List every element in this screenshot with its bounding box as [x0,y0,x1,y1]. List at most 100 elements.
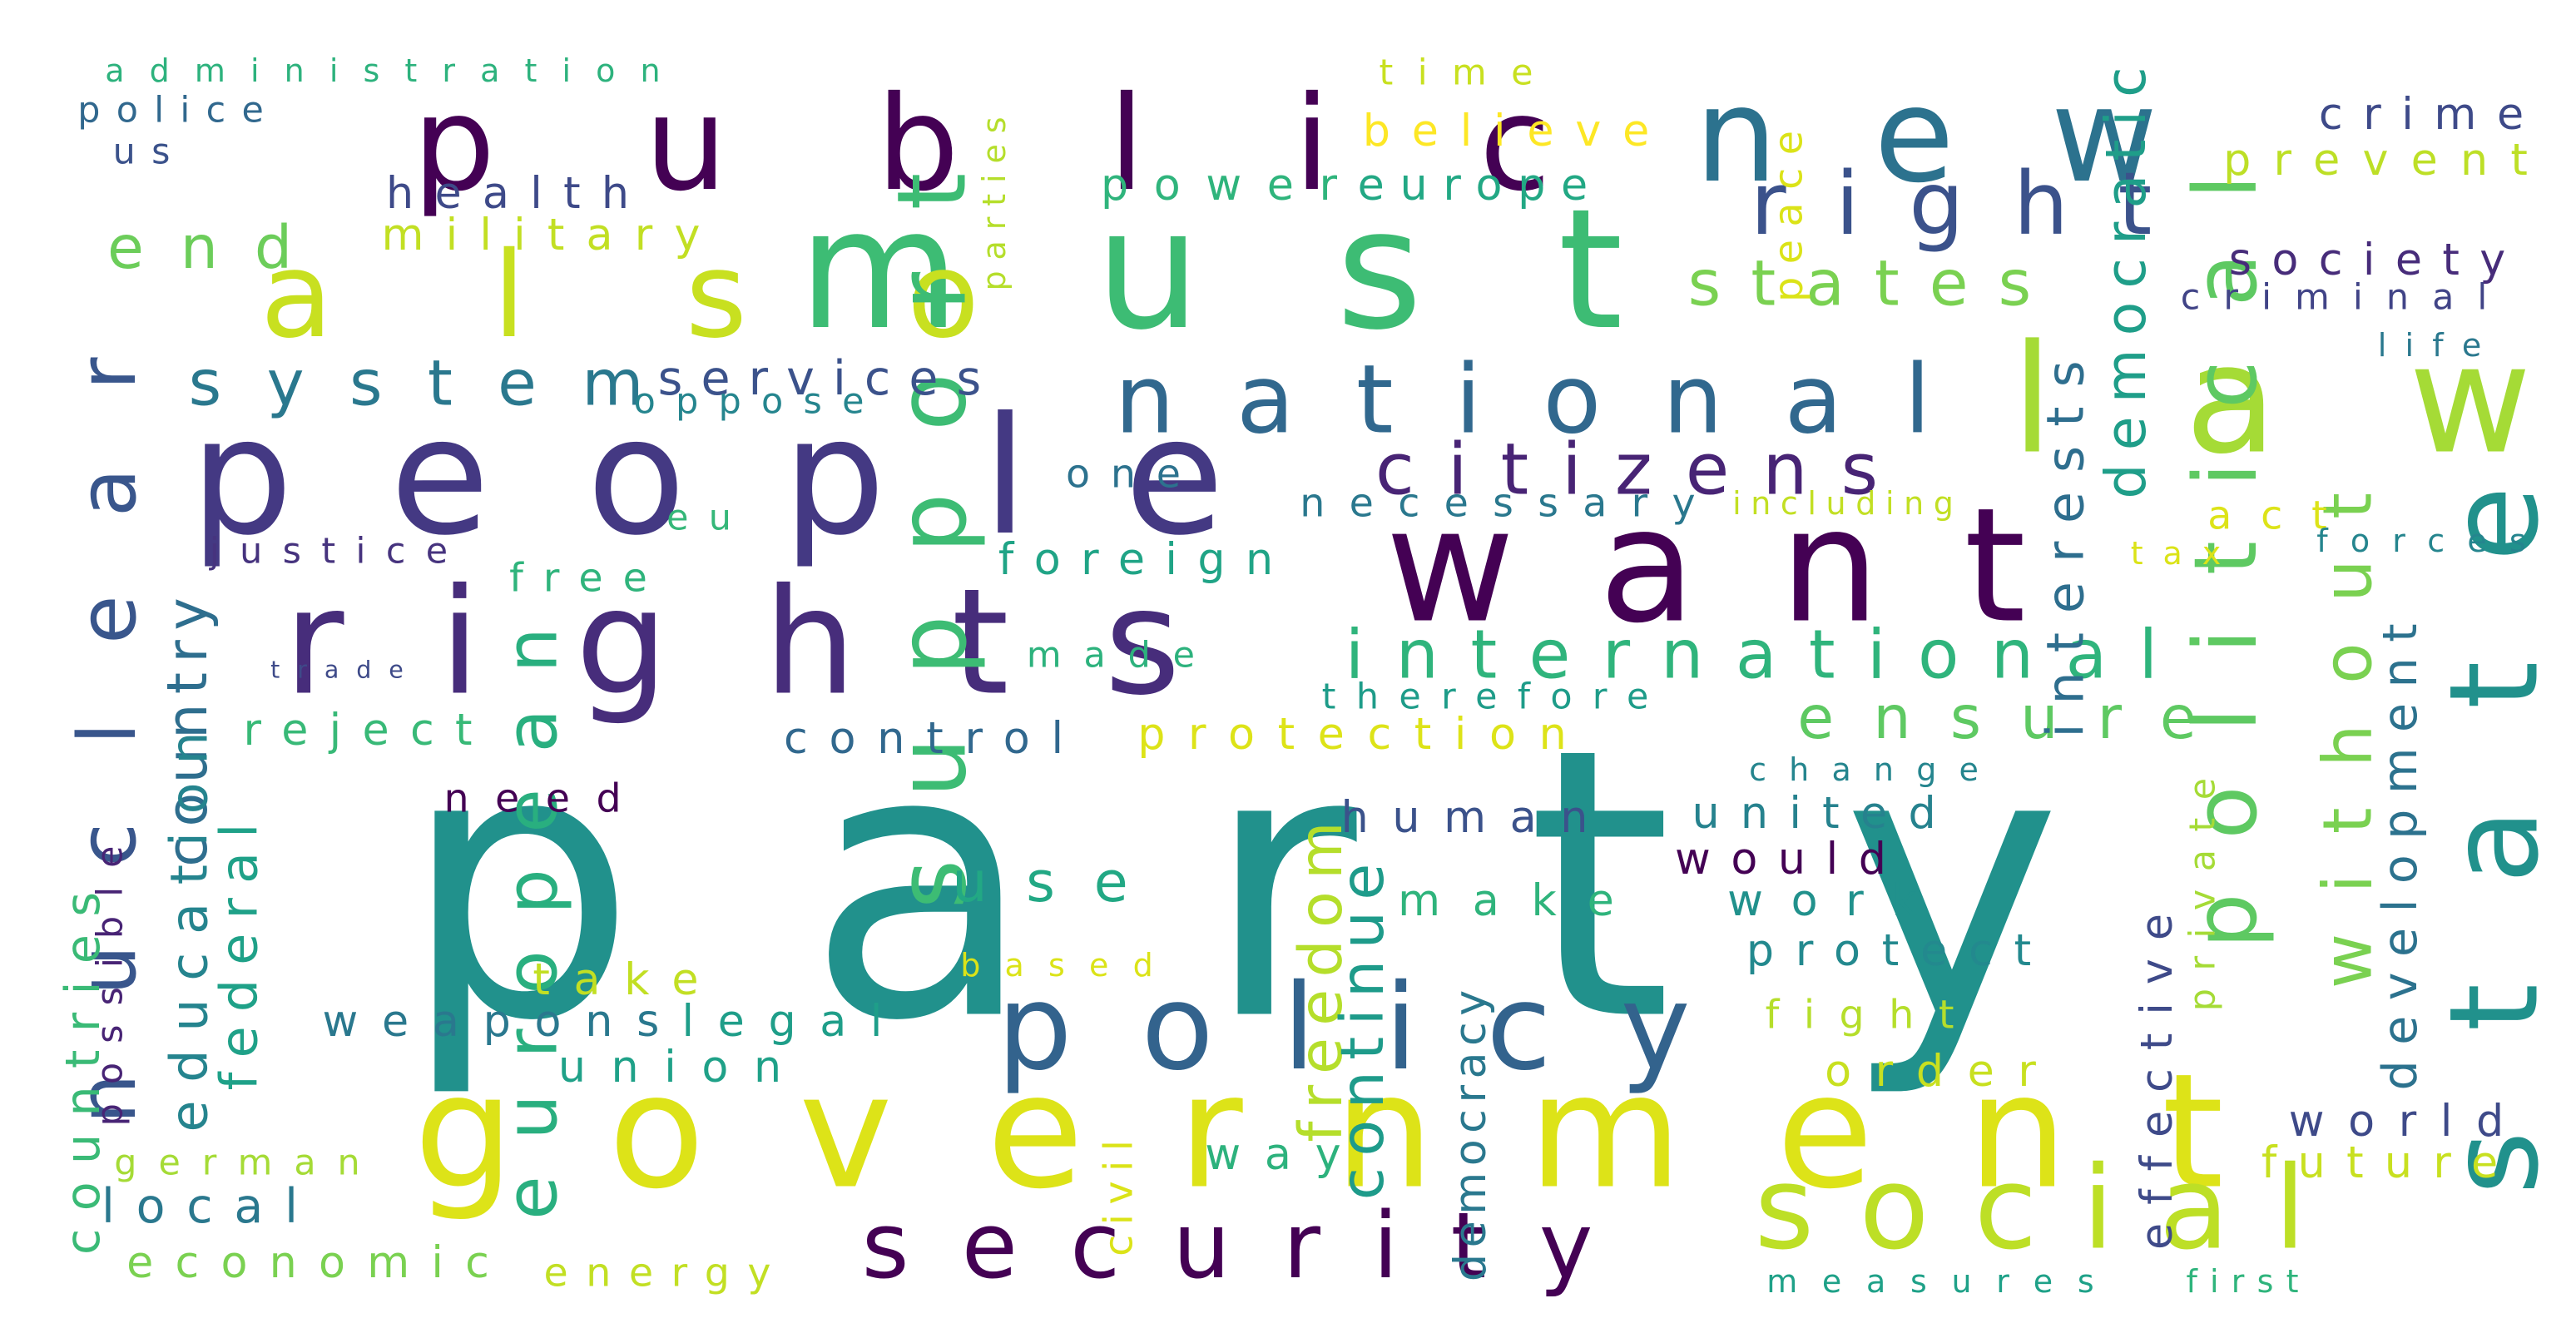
word-interests: interests [2036,341,2096,737]
word-crime: crime [2319,89,2544,140]
word-national: national [1115,344,1993,455]
word-necessary: necessary [1300,481,1720,527]
word-economic: economic [126,1237,511,1288]
word-country: country [155,588,220,867]
word-society: society [2229,235,2526,285]
word-development: development [2373,608,2428,1091]
word-life: life [2378,327,2500,364]
word-peace: peace [1766,118,1812,302]
word-end: end [107,213,329,282]
word-power: power [1101,160,1363,211]
word-democratic: democratic [2093,53,2158,498]
word-right: right [1751,153,2202,255]
word-new: new [1695,59,2254,211]
word-united: united [1692,788,1957,839]
word-reject: reject [244,705,493,756]
word-tax: tax [2131,535,2241,572]
word-control: control [784,713,1085,764]
word-education: education [160,714,220,1132]
word-effective: effective [2132,895,2182,1250]
word-would: would [1675,834,1907,885]
word-party: party [401,671,2232,1103]
word-protect: protect [1746,925,2053,976]
word-measures: measures [1766,1263,2118,1300]
word-work: work [1727,875,1944,926]
word-also: also [260,226,1139,364]
word-social: social [1755,1142,2351,1276]
word-civil: civil [1097,1131,1142,1256]
word-oppose: oppose [634,381,884,423]
word-change: change [1749,751,2001,788]
word-energy: energy [544,1251,790,1296]
word-european: european [492,591,574,1219]
word-us: us [113,131,186,173]
word-prevent: prevent [2223,135,2550,186]
word-countries: countries [56,875,111,1255]
word-nuclear: nuclear [62,279,154,1124]
word-weapons: weapons [323,996,683,1047]
word-freedom: freedom [1286,810,1355,1142]
word-states: states [1688,246,2062,320]
word-eu: eu [666,498,751,539]
word-government: government [414,1040,2317,1224]
word-believe: believe [1363,106,1671,156]
word-want: want [1385,474,2110,658]
word-criminal: criminal [2181,277,2511,319]
word-use: use [952,850,1167,914]
word-way: way [1205,1129,1365,1180]
word-citizens: citizens [1375,429,1911,512]
word-therefore: therefore [1322,676,1669,718]
word-health: health [386,168,650,219]
word-administration: administration [105,52,685,89]
word-future: future [2261,1137,2519,1188]
word-federal: federal [210,809,270,1090]
word-people: people [191,382,1321,571]
word-military: military [382,210,722,260]
word-protection: protection [1137,709,1589,760]
word-public: public [413,67,1701,220]
word-forces: forces [2316,523,2549,559]
word-make: make [1398,875,1646,926]
word-democracy: democracy [1445,984,1496,1281]
word-first: first [2186,1263,2311,1300]
word-support: support [877,111,988,909]
word-union: union [558,1042,807,1093]
word-continue: continue [1328,852,1397,1200]
word-legal: legal [682,996,906,1047]
word-international: international [1345,617,2190,695]
word-foreign: foreign [998,534,1294,585]
word-german: german [114,1142,381,1184]
word-possible: possible [90,826,131,1126]
word-rights: rights [284,558,1276,728]
word-human: human [1341,792,1612,843]
word-act: act [2207,493,2356,539]
word-must: must [798,174,1758,367]
word-time: time [1380,52,1558,94]
word-police: police [77,90,280,131]
word-order: order [1825,1046,2059,1097]
word-system: system [189,346,689,420]
word-justice: justice [209,531,468,572]
word-local: local [102,1179,320,1234]
word-ensure: ensure [1797,683,2236,752]
word-policy: policy [997,959,1759,1097]
word-political: political [2175,121,2276,949]
word-without: without [2310,452,2388,989]
word-private: private [2182,760,2224,1011]
word-parties: parties [976,107,1013,291]
word-fight: fight [1766,993,1979,1038]
word-take: take [533,954,722,1005]
word-trade: trade [270,657,420,684]
word-services: services [658,351,1000,406]
word-law: law [2011,312,2576,488]
word-free: free [509,556,667,602]
word-based: based [960,947,1177,984]
word-security: security [862,1193,1646,1299]
word-world: world [2289,1096,2528,1147]
word-one: one [1066,452,1201,498]
word-made: made [1027,635,1217,676]
word-state: state [2423,386,2566,1195]
word-including: including [1732,485,1963,522]
word-need: need [443,776,647,822]
